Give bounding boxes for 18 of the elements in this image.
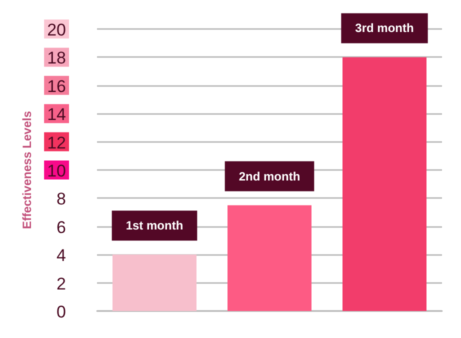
y-tick-label: 2	[56, 274, 66, 294]
y-tick-label: 8	[56, 190, 66, 209]
y-tick-label: 4	[56, 246, 66, 266]
bar	[228, 205, 312, 311]
bar	[342, 57, 426, 311]
y-tick-label: 16	[47, 76, 66, 96]
y-tick-label: 14	[47, 105, 66, 124]
x-tick-label: 2nd month	[238, 169, 300, 184]
y-tick-label: 18	[47, 48, 66, 68]
y-tick-label: 20	[47, 20, 66, 40]
x-tick-label: 1st month	[126, 218, 184, 233]
y-tick-label: 10	[47, 162, 66, 180]
bar	[112, 254, 196, 311]
x-tick-label: 3rd month	[355, 21, 414, 36]
y-tick-label: 12	[47, 133, 66, 152]
y-tick-label: 0	[56, 302, 66, 322]
y-axis-title: Effectiveness Levels	[20, 110, 34, 230]
y-tick-label: 6	[56, 218, 66, 237]
